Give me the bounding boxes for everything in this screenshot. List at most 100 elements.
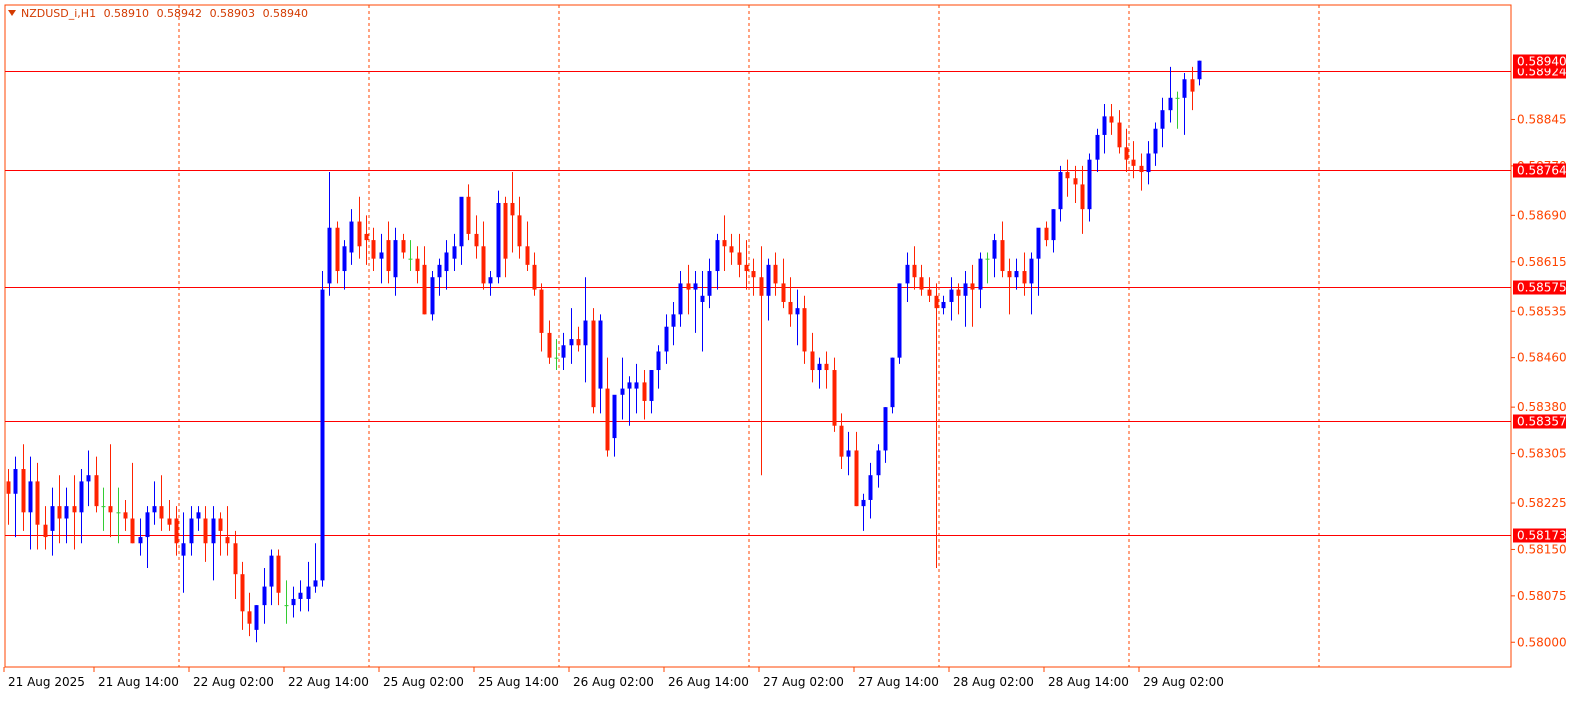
candle-body <box>1102 116 1107 135</box>
candle <box>298 580 303 612</box>
candle <box>919 264 924 296</box>
candle-body <box>707 271 712 296</box>
candle <box>539 283 544 352</box>
candle <box>978 252 983 309</box>
candle <box>1139 153 1144 191</box>
candle-body <box>671 314 676 327</box>
candle <box>364 215 369 265</box>
candle-body <box>642 382 647 401</box>
candle <box>605 357 610 457</box>
candle-body <box>108 506 113 513</box>
candle-body <box>298 592 303 599</box>
candle-body <box>664 326 669 352</box>
candle <box>313 543 318 593</box>
candle <box>1007 258 1012 315</box>
candle-body <box>145 512 150 538</box>
candle-body <box>262 586 267 606</box>
candle <box>64 487 69 544</box>
candle <box>481 221 486 290</box>
candle-body <box>1065 172 1070 179</box>
candle-body <box>1160 110 1165 129</box>
candle-body <box>342 246 347 272</box>
candle <box>576 326 581 352</box>
candle <box>444 240 449 290</box>
candle <box>284 580 289 624</box>
candle <box>379 233 384 284</box>
candle-body <box>79 481 84 513</box>
price-axis-label: 0.58150 <box>1517 542 1567 556</box>
candle <box>335 221 340 284</box>
candle-body <box>50 506 55 531</box>
time-axis-label: 26 Aug 14:00 <box>668 675 749 689</box>
candle-body <box>1182 79 1187 98</box>
candle <box>1065 159 1070 197</box>
candle <box>1022 252 1027 296</box>
price-axis-label: 0.58075 <box>1517 589 1567 603</box>
price-axis-label: 0.58380 <box>1517 400 1567 414</box>
candle-body <box>240 574 245 612</box>
candle-body <box>532 264 537 290</box>
candle-body <box>678 283 683 315</box>
candle <box>1182 73 1187 135</box>
dropdown-arrow-icon[interactable] <box>8 10 16 16</box>
price-axis-label: 0.58615 <box>1517 255 1567 269</box>
candle-body <box>408 258 413 260</box>
candle <box>810 332 815 383</box>
candle <box>1153 122 1158 166</box>
candle-body <box>759 277 764 296</box>
candle-body <box>1124 147 1129 160</box>
candle <box>240 561 245 630</box>
candle-body <box>393 240 398 278</box>
candle-body <box>598 320 603 389</box>
candle-body <box>1175 97 1180 99</box>
candle-body <box>291 598 296 606</box>
low-value: 0.58903 <box>209 7 256 20</box>
candle-body <box>130 518 135 544</box>
candle <box>802 295 807 364</box>
candle <box>225 506 230 556</box>
candle <box>94 456 99 513</box>
candle <box>152 481 157 525</box>
candle <box>123 499 128 531</box>
candle <box>1073 165 1078 203</box>
candle <box>422 246 427 315</box>
candle <box>6 469 11 525</box>
candle-body <box>357 221 362 247</box>
candle <box>854 431 859 507</box>
candle <box>671 301 676 346</box>
candle <box>583 277 588 383</box>
symbol-label: NZDUSD_i,H1 <box>21 7 97 20</box>
candle-body <box>430 277 435 315</box>
candle-body <box>72 506 77 513</box>
candle <box>342 240 347 290</box>
candle <box>1000 221 1005 278</box>
candle-body <box>1051 209 1056 241</box>
candle <box>634 363 639 414</box>
candle-body <box>839 425 844 457</box>
candle-body <box>1095 134 1100 160</box>
candle-body <box>13 469 18 494</box>
candle-body <box>919 277 924 290</box>
candle <box>1014 258 1019 290</box>
candle <box>700 271 705 352</box>
candle-body <box>437 264 442 278</box>
candle-body <box>1131 159 1136 166</box>
candle <box>211 506 216 581</box>
candle-body <box>510 202 515 216</box>
time-axis-label: 21 Aug 2025 <box>8 675 85 689</box>
candle-body <box>781 283 786 302</box>
candle <box>547 320 552 364</box>
candle <box>371 227 376 272</box>
candle-body <box>327 227 332 284</box>
candle <box>941 295 946 315</box>
candle <box>503 196 508 278</box>
candle-body <box>941 301 946 309</box>
candle <box>276 549 281 606</box>
candle-body <box>751 271 756 278</box>
candle <box>956 283 961 315</box>
candle-body <box>225 537 230 544</box>
candle-body <box>1197 60 1202 80</box>
candle-body <box>1139 165 1144 173</box>
